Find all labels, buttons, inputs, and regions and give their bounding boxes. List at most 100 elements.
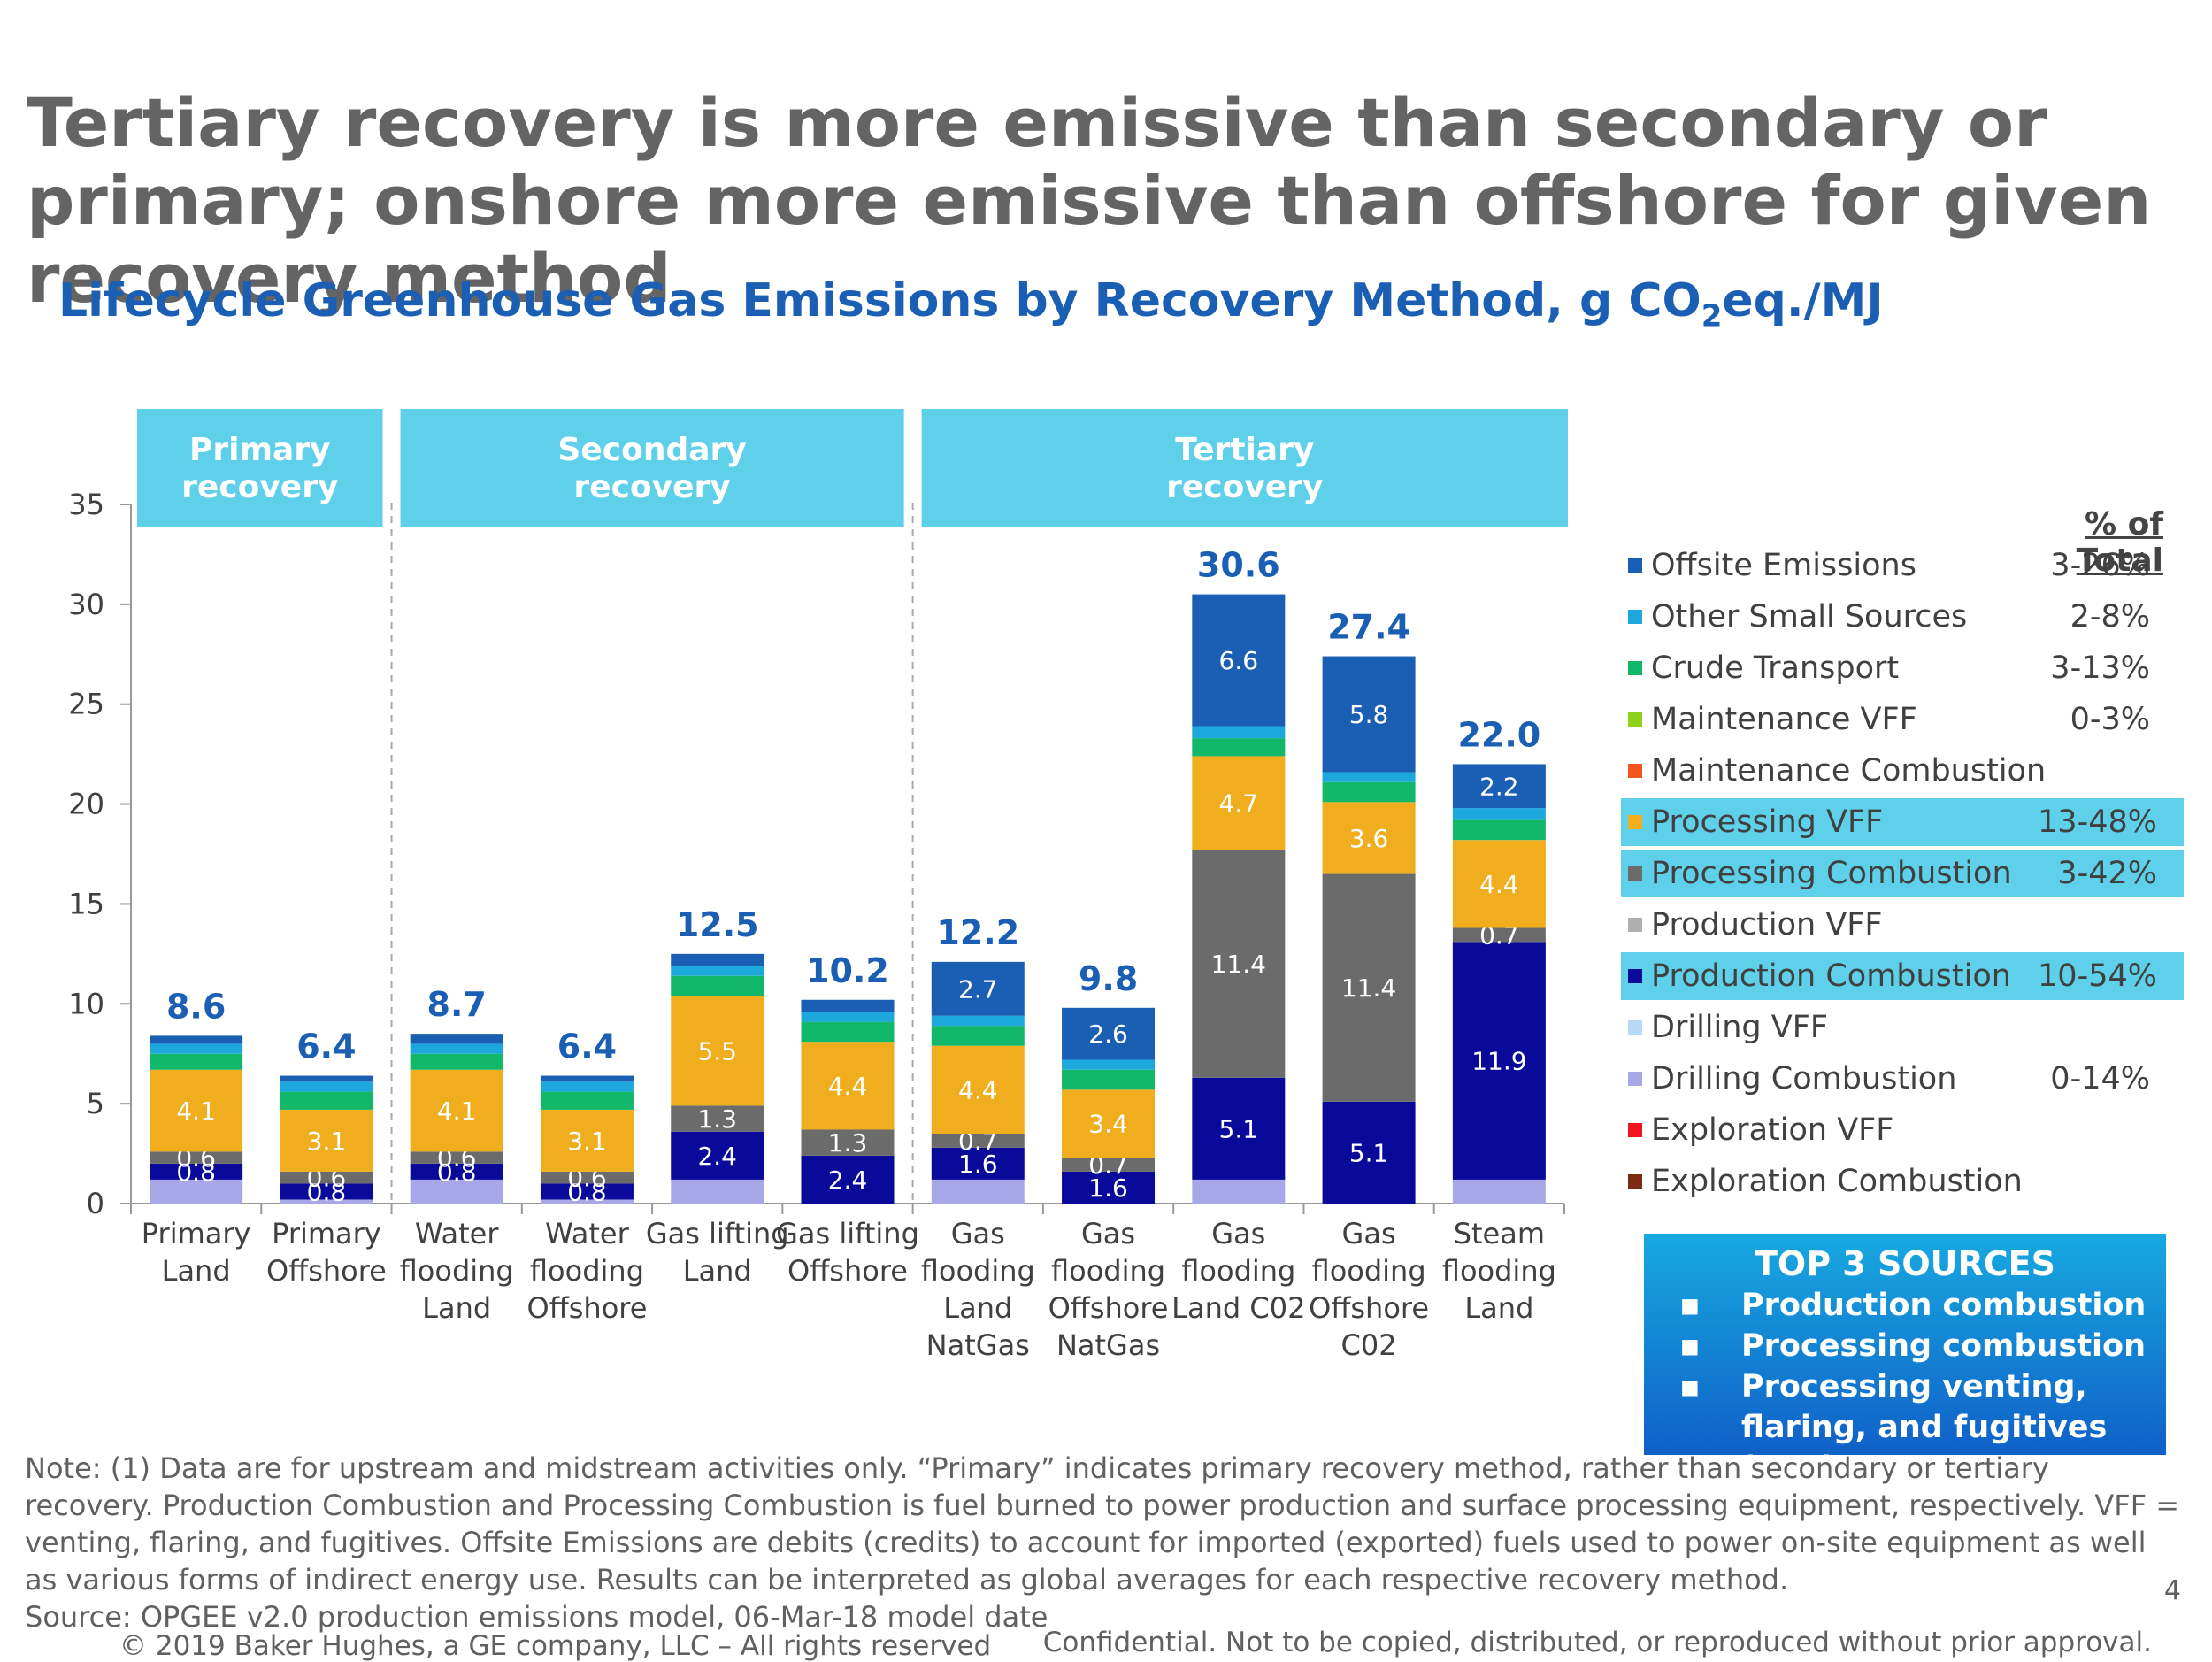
bar-segment-other-small-sources (1452, 808, 1546, 820)
bar-segment-offsite-emissions (540, 1075, 634, 1082)
bar-segment-processing-combustion (280, 1171, 373, 1184)
x-category-label: Gas lifting (776, 1217, 919, 1250)
bar-segment-production-combustion (801, 1155, 895, 1204)
y-tick-label: 10 (68, 987, 104, 1020)
bar-total-label: 22.0 (1457, 715, 1540, 754)
top-sources-list: Production combustion Processing combust… (1644, 1285, 2166, 1489)
bar-segment-production-combustion (931, 1147, 1025, 1180)
bar-segment-offsite-emissions (1062, 1007, 1156, 1060)
legend-swatch (1628, 661, 1642, 675)
bar-segment-drilling-combustion (1192, 1179, 1286, 1204)
bar-segment-processing-vff (280, 1109, 373, 1172)
x-category-label: flooding (1181, 1254, 1295, 1288)
legend-label: Production VFF (1651, 907, 1883, 943)
x-category-label: Gas (1342, 1217, 1396, 1250)
legend-item: Maintenance VFF 0-3% (1628, 696, 2177, 743)
bar-segment-processing-vff (1062, 1089, 1156, 1158)
bar-segment-other-small-sources (280, 1081, 373, 1092)
data-label: 4.1 (176, 1096, 216, 1126)
group-header-label: recovery (1166, 469, 1323, 505)
bar-segment-processing-vff (671, 996, 764, 1106)
bar-segment-crude-transport (540, 1091, 634, 1110)
bar-segment-production-combustion (540, 1183, 634, 1200)
bar-segment-other-small-sources (1192, 726, 1286, 739)
bar-segment-processing-combustion (1452, 927, 1546, 943)
bar-segment-processing-vff (1322, 802, 1416, 874)
y-tick-label: 25 (68, 688, 104, 721)
legend-percent: 3-26% (2050, 548, 2150, 583)
bar-segment-production-combustion (1192, 1077, 1286, 1180)
x-category-label: NatGas (1056, 1328, 1160, 1362)
legend-swatch (1628, 1072, 1642, 1086)
legend-label: Processing VFF (1651, 804, 1884, 840)
bar-segment-drilling-combustion (150, 1179, 243, 1204)
bar-segment-offsite-emissions (801, 999, 895, 1012)
data-label: 2.6 (1088, 1020, 1128, 1049)
legend-label: Offsite Emissions (1651, 548, 1916, 583)
group-header-box (921, 409, 1568, 527)
data-label: 2.4 (828, 1166, 868, 1195)
data-label: 2.4 (697, 1142, 737, 1171)
bar-segment-other-small-sources (410, 1043, 503, 1054)
legend-swatch (1628, 1174, 1642, 1189)
legend-label: Drilling VFF (1651, 1010, 1828, 1045)
data-label: 2.7 (958, 974, 998, 1004)
bar-segment-processing-vff (1192, 756, 1286, 850)
x-category-label: Gas (1211, 1217, 1265, 1250)
bar-segment-crude-transport (410, 1053, 503, 1070)
data-label: 11.4 (1211, 950, 1266, 979)
data-label: 1.6 (958, 1150, 998, 1179)
bar-segment-drilling-combustion (540, 1199, 634, 1204)
data-label: 1.3 (828, 1128, 868, 1158)
x-category-label: C02 (1341, 1328, 1397, 1362)
data-label: 11.4 (1341, 973, 1396, 1003)
y-tick-label: 15 (68, 887, 104, 920)
legend-percent: 3-13% (2050, 650, 2150, 686)
legend-label: Exploration VFF (1651, 1112, 1894, 1148)
legend-swatch (1628, 1123, 1642, 1137)
x-category-label: Steam (1454, 1217, 1545, 1250)
footnote: Note: (1) Data are for upstream and mids… (25, 1451, 2180, 1597)
stacked-bar-chart: PrimaryrecoverySecondaryrecoveryTertiary… (68, 409, 1568, 1362)
bar-segment-production-combustion (671, 1131, 764, 1180)
bar-segment-processing-combustion (410, 1151, 503, 1164)
x-category-label: flooding (400, 1254, 514, 1288)
percent-of-total-header: % of Total (2076, 506, 2163, 579)
subtitle-unit: eq./MJ (1722, 274, 1884, 327)
legend-swatch (1628, 558, 1642, 573)
copyright: © 2019 Baker Hughes, a GE company, LLC –… (119, 1630, 992, 1662)
bar-total-label: 30.6 (1197, 546, 1280, 585)
bar-segment-offsite-emissions (410, 1034, 503, 1044)
x-category-label: Gas lifting (646, 1217, 789, 1250)
bar-segment-crude-transport (150, 1053, 243, 1070)
top-source-item: Processing venting, flaring, and fugitiv… (1662, 1366, 2166, 1489)
x-category-label: Land (1464, 1291, 1533, 1325)
x-category-label: flooding (1442, 1254, 1556, 1288)
x-category-label: Water (415, 1217, 499, 1250)
legend-label: Processing Combustion (1651, 856, 2012, 891)
data-label: 3.6 (1349, 824, 1389, 853)
bar-segment-production-combustion (1452, 942, 1546, 1180)
legend-swatch (1628, 610, 1642, 624)
source-note: Source: OPGEE v2.0 production emissions … (25, 1600, 1048, 1634)
bar-segment-processing-combustion (931, 1134, 1025, 1148)
bar-segment-processing-combustion (150, 1151, 243, 1164)
x-category-label: Gas (1081, 1217, 1135, 1250)
bar-segment-drilling-combustion (671, 1179, 764, 1204)
subtitle-subscript: 2 (1701, 298, 1723, 335)
legend-swatch (1628, 918, 1642, 932)
bar-segment-other-small-sources (801, 1012, 895, 1022)
bar-segment-offsite-emissions (1322, 656, 1416, 773)
x-category-label: Land C02 (1171, 1291, 1305, 1325)
legend-label: Other Small Sources (1651, 599, 1968, 635)
bar-segment-drilling-combustion (1452, 1179, 1546, 1204)
legend-swatch (1628, 712, 1642, 727)
bar-segment-processing-vff (931, 1045, 1025, 1134)
bar-segment-processing-vff (410, 1069, 503, 1152)
chart-subtitle: Lifecycle Greenhouse Gas Emissions by Re… (58, 274, 1884, 334)
bar-segment-crude-transport (1322, 781, 1416, 803)
bar-segment-production-combustion (1062, 1171, 1156, 1204)
bar-segment-processing-vff (540, 1109, 634, 1172)
bar-total-label: 10.2 (806, 951, 889, 990)
data-label: 3.1 (567, 1127, 607, 1156)
